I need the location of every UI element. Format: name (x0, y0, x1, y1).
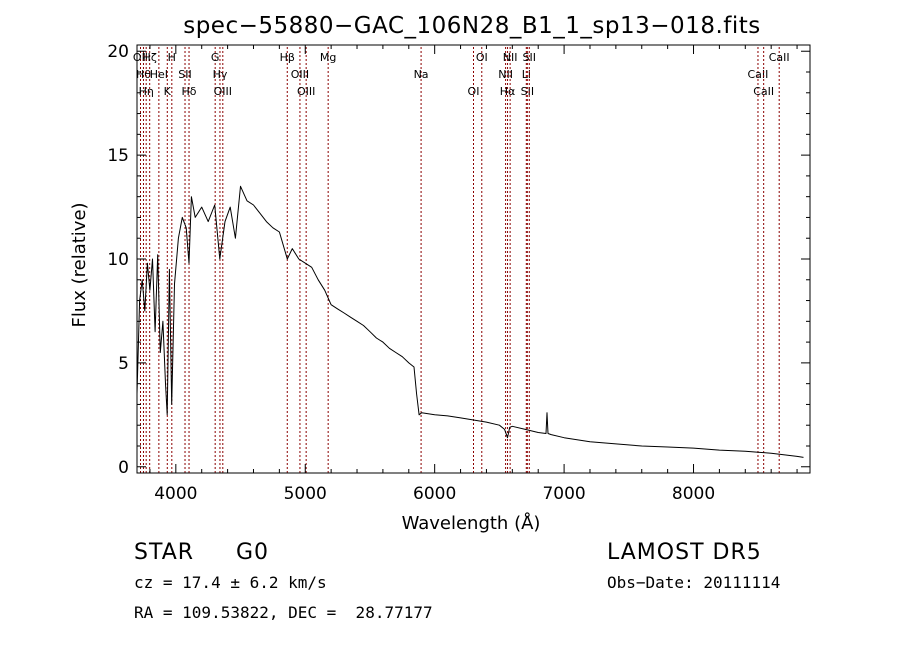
line-marker-label: Hβ (280, 51, 295, 64)
spectrum-line (136, 185, 804, 458)
emission-line-markers: OIIHθHηHζHeIKHSIIHδGHγOIIIHβOIIIOIIIMgNa… (133, 47, 790, 473)
object-class: STAR (134, 540, 195, 565)
axis-ticks: 4000 5000 6000 7000 8000 0 5 10 15 20 (107, 42, 810, 504)
line-marker-label: CaII (769, 51, 790, 64)
line-marker-label: Hζ (143, 51, 157, 64)
y-tick-label: 0 (118, 458, 129, 478)
line-marker-label: OIII (291, 68, 309, 81)
x-axis-label: Wavelength (Å) (402, 512, 541, 534)
y-tick-label: 10 (107, 250, 129, 270)
survey-name: LAMOST DR5 (607, 540, 762, 565)
line-marker-label: G (211, 51, 220, 64)
line-marker-label: CaII (748, 68, 769, 81)
line-marker-label: Li (522, 68, 531, 81)
observation-date: Obs−Date: 20111114 (607, 573, 781, 592)
line-marker-label: SII (523, 51, 536, 64)
x-tick-label: 5000 (284, 484, 327, 504)
line-marker-label: OI (468, 85, 480, 98)
line-marker-label: OIII (297, 85, 315, 98)
redshift-value: cz = 17.4 ± 6.2 km/s (134, 573, 327, 592)
line-marker-label: OI (476, 51, 488, 64)
x-tick-label: 8000 (672, 484, 715, 504)
line-marker-label: Hδ (182, 85, 197, 98)
line-marker-label: SII (521, 85, 534, 98)
line-marker-label: Na (414, 68, 429, 81)
line-marker-label: CaII (753, 85, 774, 98)
line-marker-label: NII (498, 68, 513, 81)
chart-title: spec−55880−GAC_106N28_B1_1_sp13−018.fits (183, 13, 761, 39)
spectrum-series (136, 185, 804, 458)
y-tick-label: 5 (118, 354, 129, 374)
line-marker-label: HeI (150, 68, 168, 81)
line-marker-label: K (164, 85, 172, 98)
x-tick-label: 4000 (154, 484, 197, 504)
x-tick-label: 7000 (542, 484, 585, 504)
line-marker-label: OIII (214, 85, 232, 98)
line-marker-label: NII (503, 51, 518, 64)
line-marker-label: Hθ (136, 68, 151, 81)
line-marker-label: SII (178, 68, 191, 81)
line-marker-label: Mg (320, 51, 336, 64)
line-marker-label: Hα (500, 85, 516, 98)
x-tick-label: 6000 (413, 484, 456, 504)
y-tick-label: 20 (107, 42, 129, 62)
line-marker-label: Hη (139, 85, 154, 98)
line-marker-label: H (168, 51, 176, 64)
line-marker-label: Hγ (213, 68, 228, 81)
y-tick-label: 15 (107, 146, 129, 166)
coordinates: RA = 109.53822, DEC = 28.77177 (134, 603, 433, 622)
object-subclass: G0 (236, 540, 270, 565)
y-axis-label: Flux (relative) (69, 202, 90, 327)
